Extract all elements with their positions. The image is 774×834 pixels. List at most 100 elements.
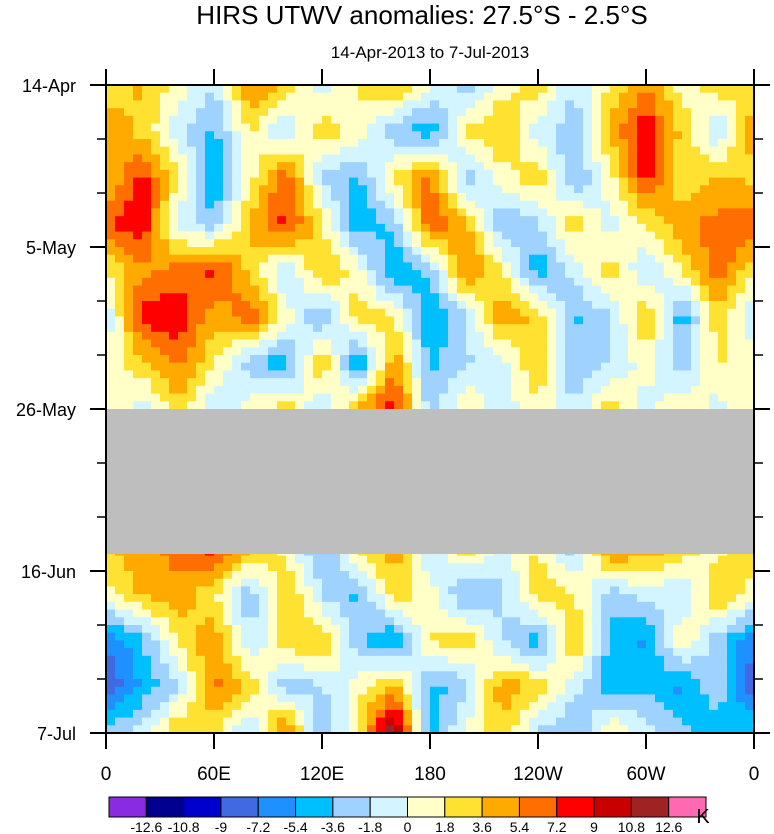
heatmap-cell bbox=[565, 362, 575, 372]
heatmap-cell bbox=[259, 594, 269, 603]
heatmap-cell bbox=[682, 100, 692, 109]
heatmap-cell bbox=[691, 308, 701, 318]
heatmap-cell bbox=[295, 200, 305, 210]
heatmap-cell bbox=[700, 563, 710, 572]
heatmap-cell bbox=[619, 308, 629, 318]
heatmap-cell bbox=[475, 277, 485, 287]
heatmap-cell bbox=[565, 193, 575, 202]
heatmap-cell bbox=[538, 100, 548, 109]
heatmap-cell bbox=[376, 139, 386, 148]
heatmap-cell bbox=[718, 308, 728, 318]
heatmap-cell bbox=[529, 162, 539, 171]
heatmap-cell bbox=[547, 131, 557, 140]
heatmap-cell bbox=[718, 277, 728, 287]
heatmap-cell bbox=[349, 578, 359, 588]
heatmap-cell bbox=[385, 200, 395, 210]
heatmap-cell bbox=[250, 308, 260, 318]
heatmap-cell bbox=[277, 254, 287, 264]
heatmap-cell bbox=[277, 378, 287, 387]
heatmap-cell bbox=[637, 277, 647, 287]
heatmap-cell bbox=[655, 563, 665, 572]
heatmap-cell bbox=[547, 115, 557, 125]
heatmap-cell bbox=[304, 177, 314, 186]
heatmap-cell bbox=[583, 378, 593, 387]
heatmap-cell bbox=[700, 216, 710, 225]
heatmap-cell bbox=[628, 293, 638, 302]
heatmap-cell bbox=[610, 347, 620, 356]
heatmap-cell bbox=[619, 285, 629, 294]
heatmap-cell bbox=[727, 108, 737, 117]
heatmap-cell bbox=[502, 247, 512, 256]
heatmap-cell bbox=[367, 293, 377, 302]
heatmap-cell bbox=[358, 223, 368, 233]
heatmap-cell bbox=[304, 85, 314, 94]
heatmap-cell bbox=[223, 362, 233, 372]
heatmap-cell bbox=[313, 324, 323, 333]
heatmap-cell bbox=[322, 200, 332, 210]
heatmap-cell bbox=[259, 100, 269, 109]
heatmap-cell bbox=[484, 169, 494, 179]
heatmap-cell bbox=[268, 393, 278, 402]
heatmap-cell bbox=[691, 370, 701, 379]
heatmap-cell bbox=[736, 123, 746, 132]
heatmap-cell bbox=[556, 177, 566, 186]
heatmap-cell bbox=[331, 193, 341, 202]
heatmap-cell bbox=[673, 239, 683, 248]
heatmap-cell bbox=[187, 208, 197, 217]
heatmap-cell bbox=[664, 108, 674, 117]
heatmap-cell bbox=[448, 370, 458, 379]
heatmap-cell bbox=[340, 115, 350, 125]
heatmap-cell bbox=[268, 571, 278, 580]
heatmap-cell bbox=[403, 115, 413, 125]
heatmap-cell bbox=[466, 385, 476, 395]
heatmap-cell bbox=[601, 594, 611, 603]
heatmap-cell bbox=[745, 378, 755, 387]
heatmap-cell bbox=[520, 254, 530, 264]
heatmap-cell bbox=[655, 285, 665, 294]
heatmap-cell bbox=[610, 154, 620, 163]
heatmap-cell bbox=[574, 100, 584, 109]
heatmap-cell bbox=[592, 169, 602, 179]
heatmap-cell bbox=[709, 154, 719, 163]
heatmap-cell bbox=[277, 571, 287, 580]
heatmap-cell bbox=[439, 285, 449, 294]
heatmap-cell bbox=[376, 216, 386, 225]
heatmap-cell bbox=[691, 270, 701, 279]
heatmap-cell bbox=[340, 362, 350, 372]
heatmap-cell bbox=[160, 370, 170, 379]
heatmap-cell bbox=[412, 185, 422, 194]
heatmap-cell bbox=[277, 146, 287, 156]
heatmap-cell bbox=[196, 640, 206, 649]
heatmap-cell bbox=[610, 401, 620, 410]
heatmap-cell bbox=[439, 308, 449, 318]
heatmap-cell bbox=[484, 223, 494, 233]
heatmap-cell bbox=[385, 316, 395, 325]
heatmap-cell bbox=[745, 609, 755, 618]
heatmap-cell bbox=[610, 601, 620, 611]
heatmap-cell bbox=[529, 169, 539, 179]
heatmap-cell bbox=[268, 247, 278, 256]
heatmap-cell bbox=[583, 270, 593, 279]
heatmap-cell bbox=[457, 301, 467, 310]
heatmap-cell bbox=[367, 208, 377, 217]
heatmap-cell bbox=[475, 393, 485, 402]
heatmap-cell bbox=[484, 270, 494, 279]
heatmap-cell bbox=[565, 239, 575, 248]
heatmap-cell bbox=[196, 115, 206, 125]
heatmap-cell bbox=[403, 154, 413, 163]
heatmap-cell bbox=[457, 555, 467, 564]
heatmap-cell bbox=[115, 185, 125, 194]
heatmap-cell bbox=[124, 316, 134, 325]
heatmap-cell bbox=[241, 193, 251, 202]
heatmap-cell bbox=[745, 277, 755, 287]
heatmap-cell bbox=[628, 308, 638, 318]
heatmap-cell bbox=[160, 594, 170, 603]
heatmap-cell bbox=[709, 355, 719, 364]
heatmap-cell bbox=[106, 100, 116, 109]
heatmap-cell bbox=[493, 648, 503, 657]
heatmap-cell bbox=[250, 648, 260, 657]
heatmap-cell bbox=[223, 339, 233, 348]
heatmap-cell bbox=[115, 663, 125, 672]
heatmap-cell bbox=[313, 347, 323, 356]
